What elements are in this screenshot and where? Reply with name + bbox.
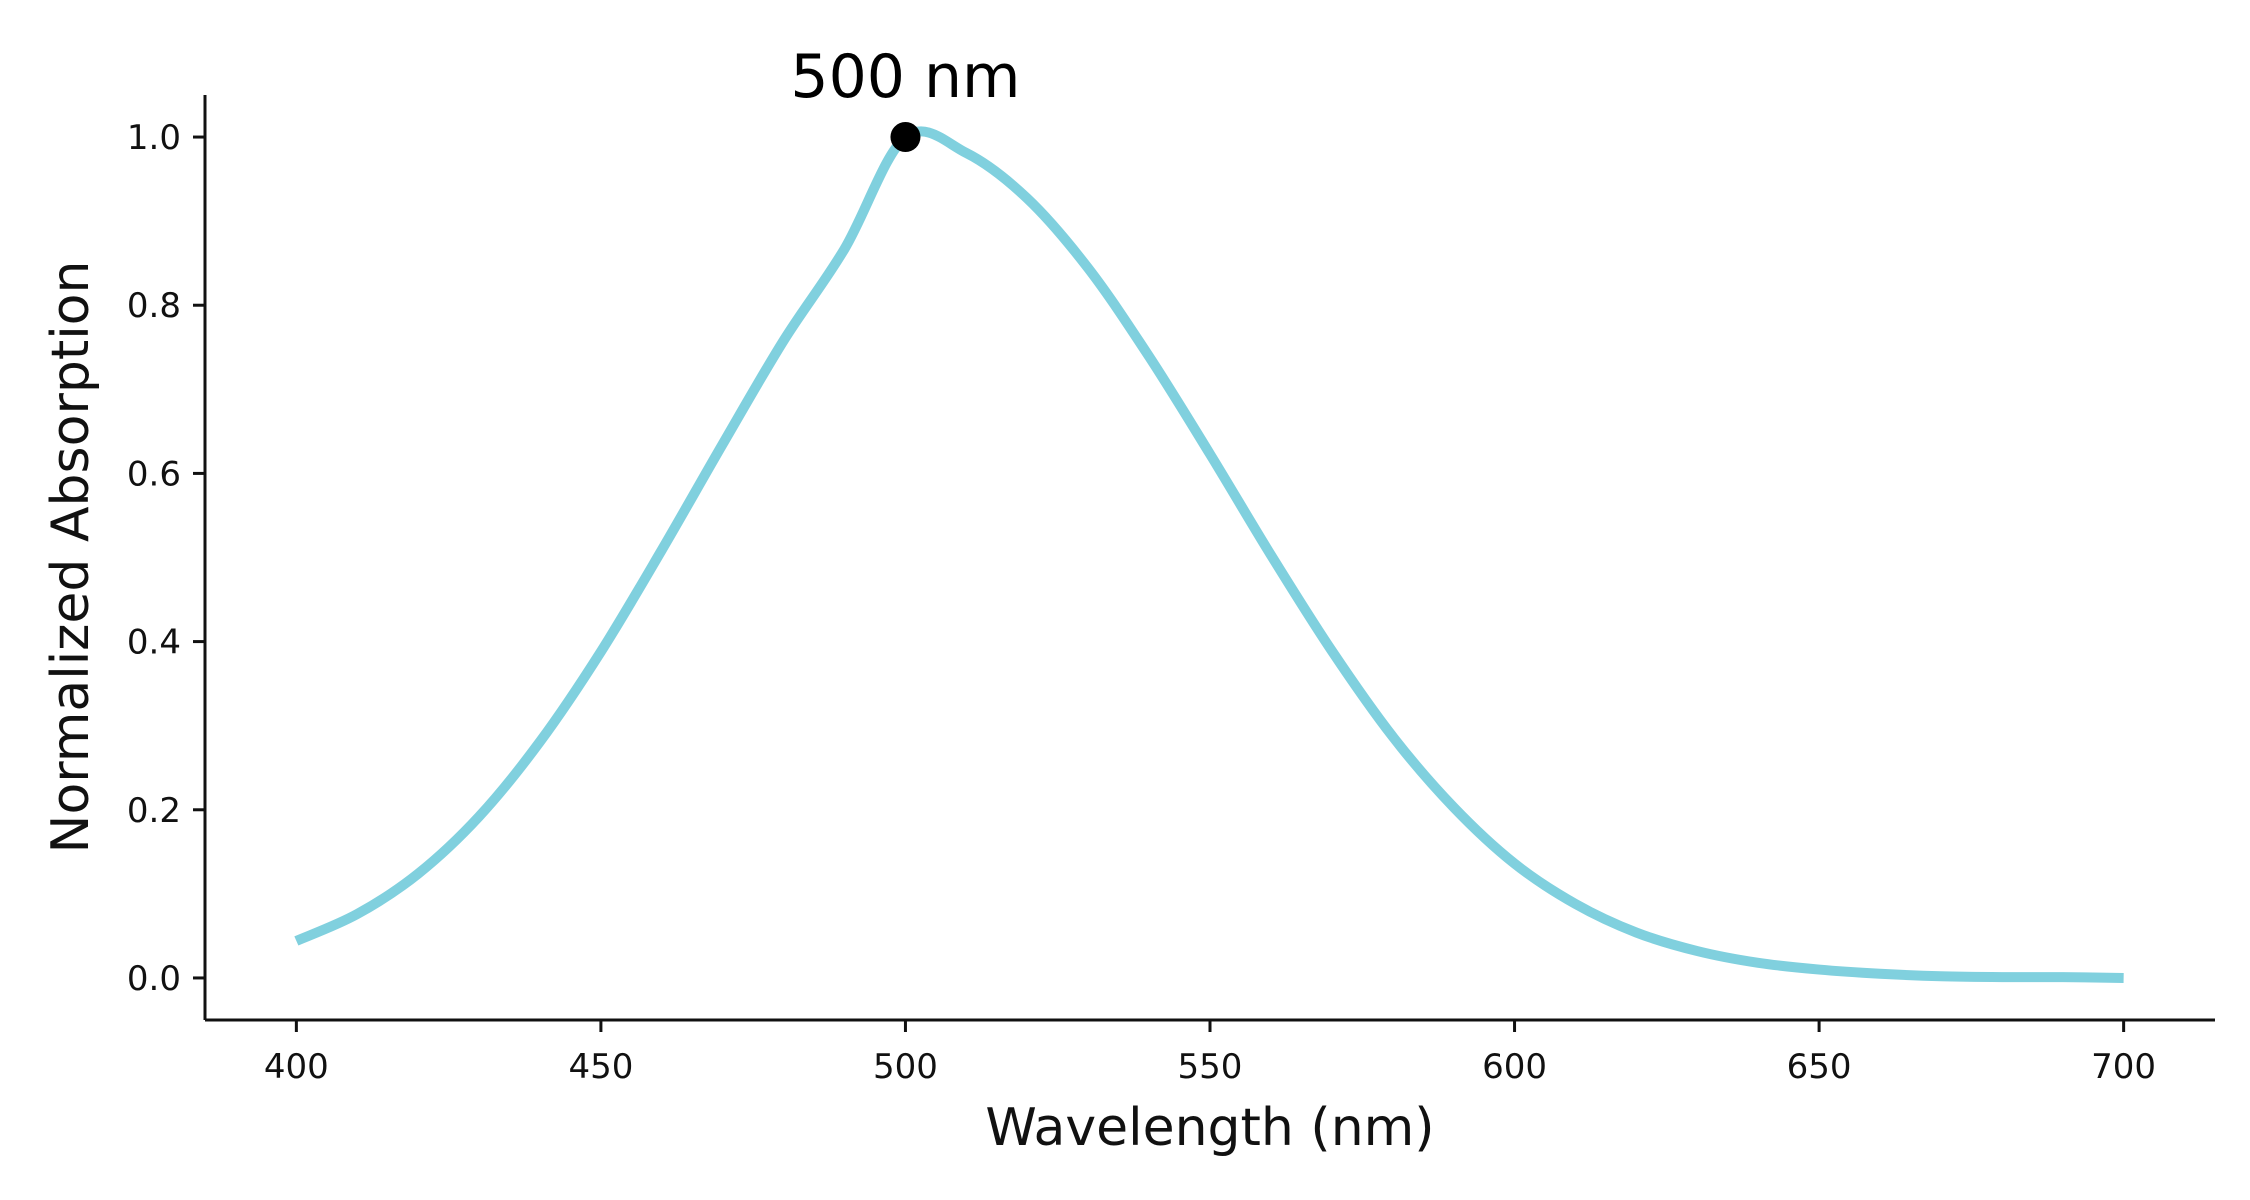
y-tick-label: 0.8 xyxy=(127,286,181,326)
y-axis-label: Normalized Absorption xyxy=(41,261,101,854)
series-line-0 xyxy=(294,126,2124,983)
x-tick-label: 600 xyxy=(1482,1047,1547,1087)
y-tick-label: 0.2 xyxy=(127,791,181,831)
x-tick-label: 650 xyxy=(1787,1047,1852,1087)
x-tick-label: 400 xyxy=(264,1047,329,1087)
y-tick-label: 0.4 xyxy=(127,623,181,663)
x-axis-label: Wavelength (nm) xyxy=(985,1098,1434,1158)
peak-annotation-label: 500 nm xyxy=(790,42,1020,112)
y-tick-label: 0.6 xyxy=(127,454,181,494)
x-tick-label: 550 xyxy=(1178,1047,1243,1087)
x-tick-label: 450 xyxy=(568,1047,633,1087)
peak-marker xyxy=(890,122,921,153)
x-tick-label: 700 xyxy=(2091,1047,2156,1087)
y-tick-label: 0.0 xyxy=(127,959,181,999)
x-tick-label: 500 xyxy=(873,1047,938,1087)
y-tick-label: 1.0 xyxy=(127,118,181,158)
